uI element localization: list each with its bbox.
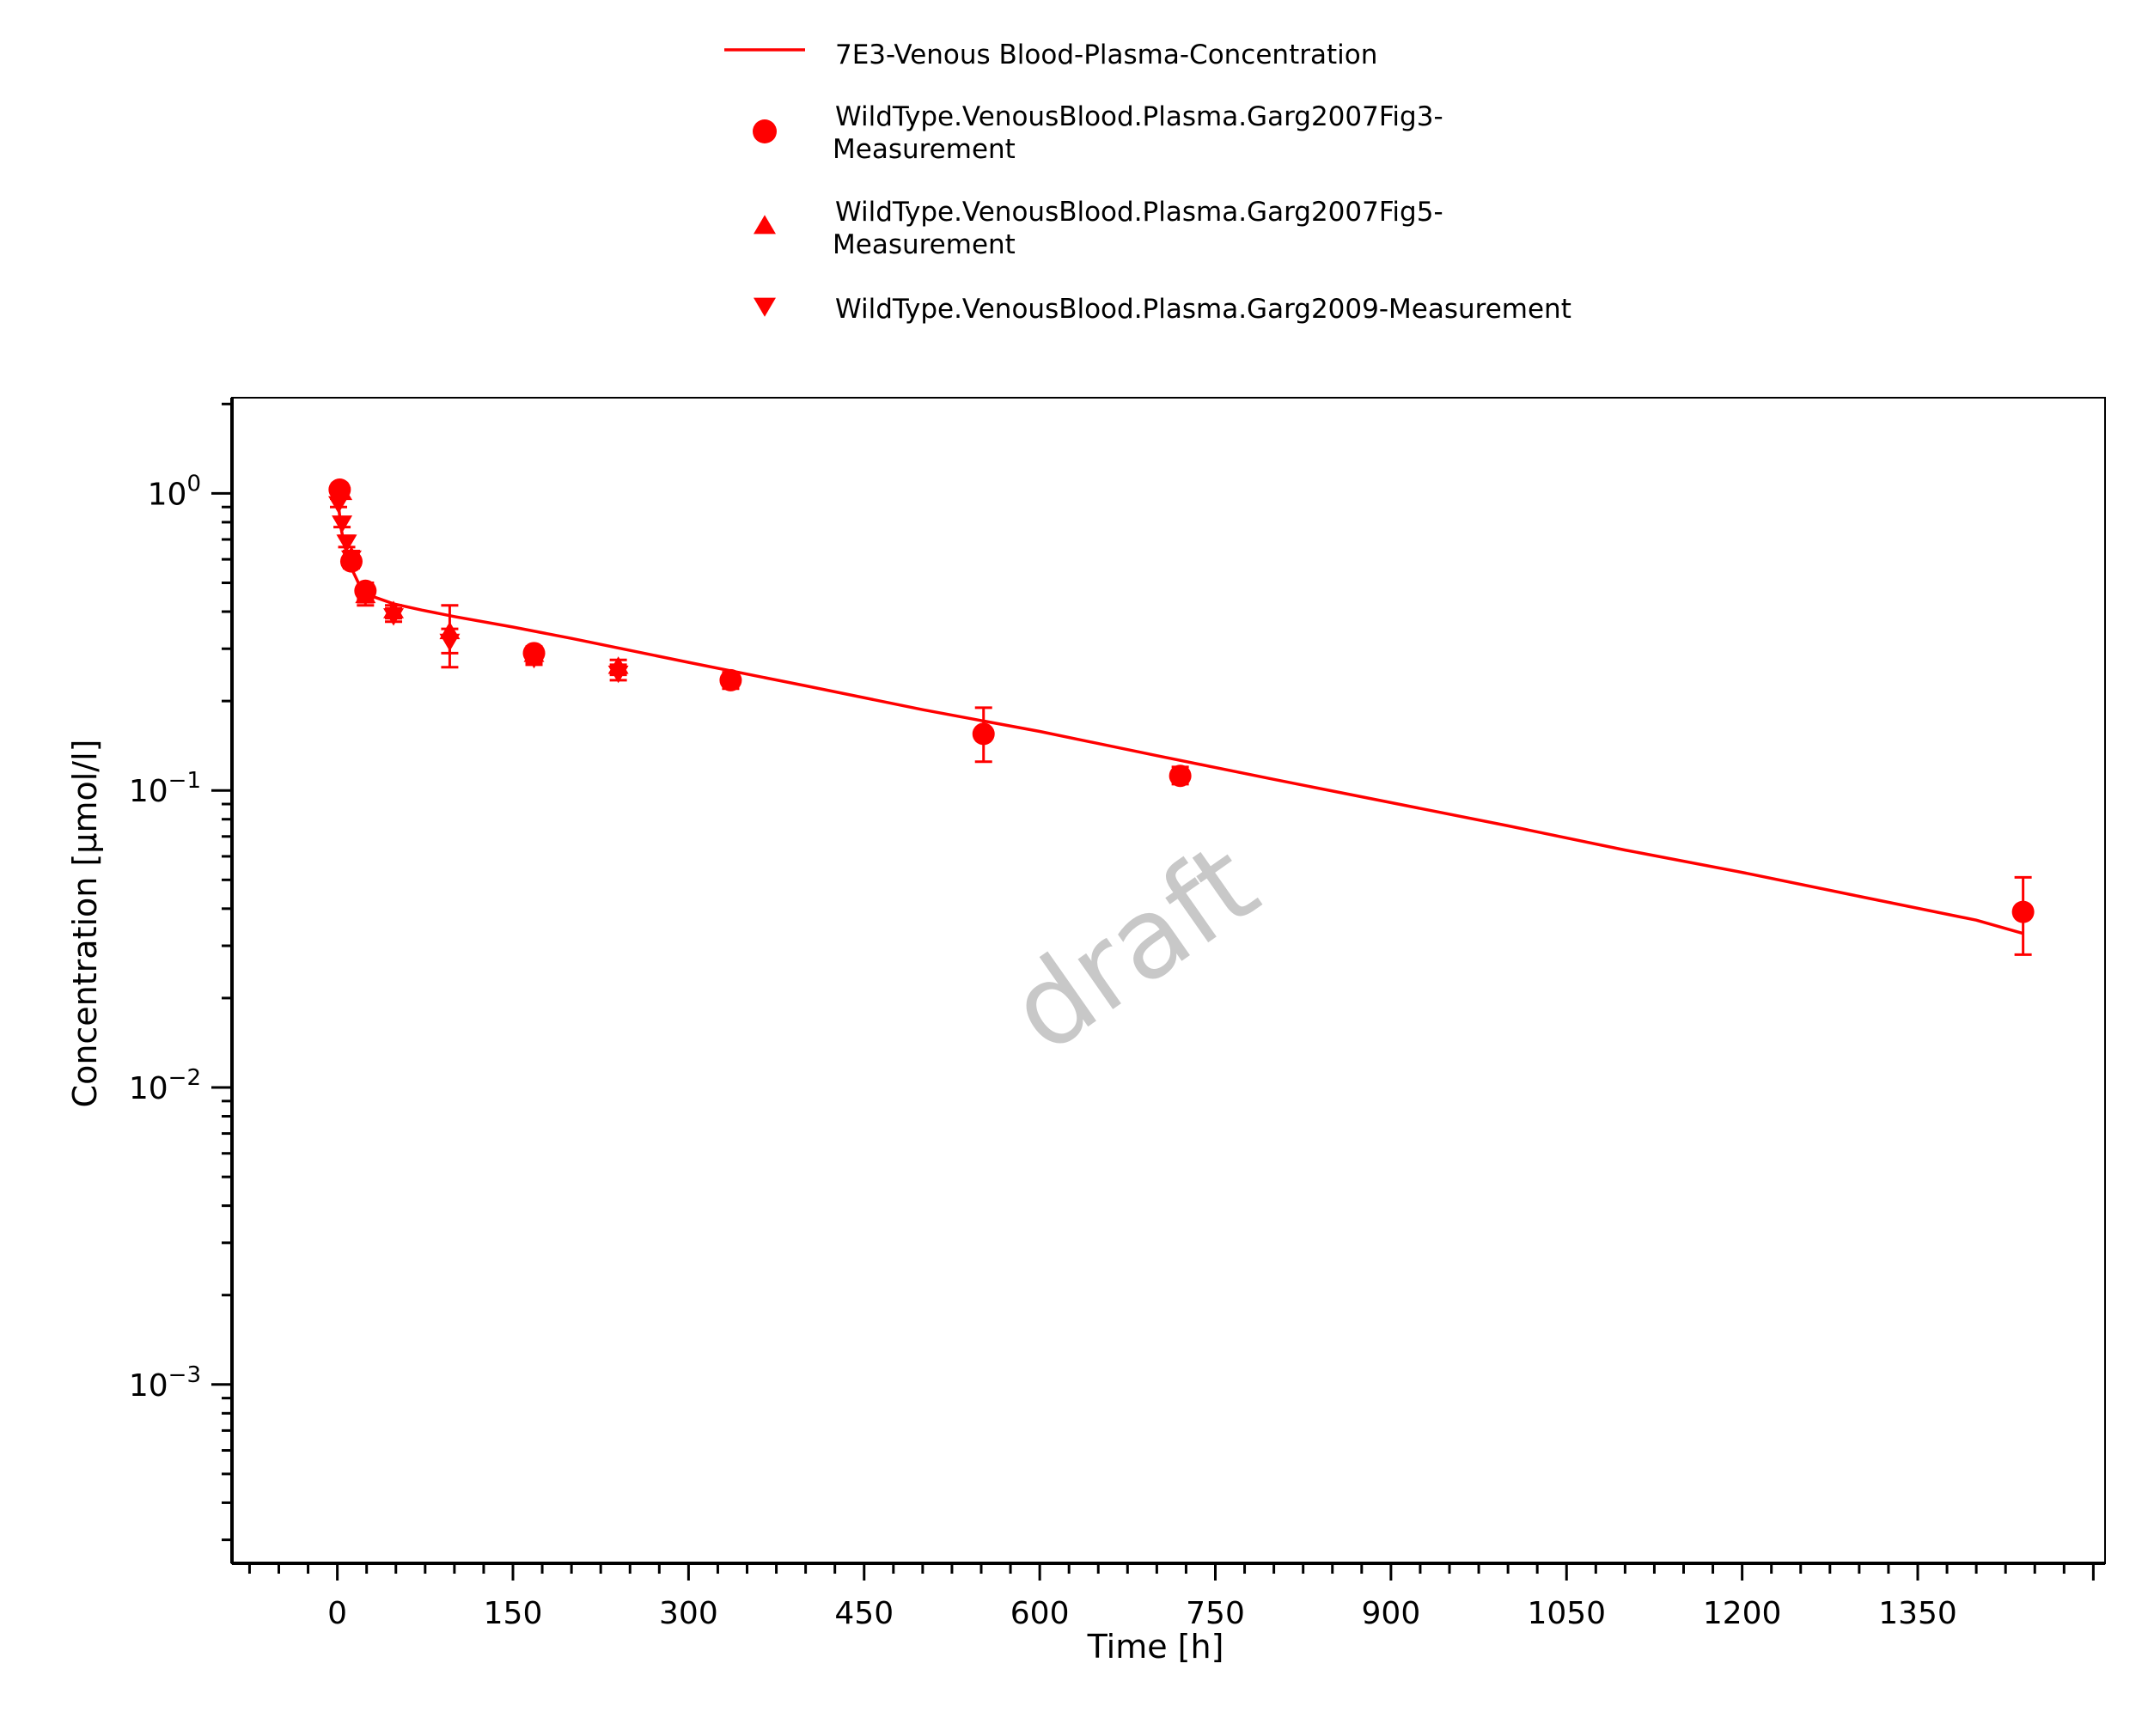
x-tick-label: 150 <box>484 1596 543 1631</box>
x-axis: 0 150 300 450 600 750 900 1050 1200 1350 <box>247 1563 2095 1631</box>
y-tick-label: 10−3 <box>129 1362 201 1404</box>
y-tick-label: 100 <box>148 471 201 512</box>
data-point-triangle-down <box>355 587 376 605</box>
legend-label: WildType.VenousBlood.Plasma.Garg2007Fig3… <box>835 101 1443 132</box>
data-point-triangle-up <box>754 215 776 235</box>
legend-label: Measurement <box>833 229 1016 260</box>
data-point-circle <box>972 722 995 746</box>
data-point-triangle-up <box>332 482 353 501</box>
legend-entry: WildType.VenousBlood.Plasma.Garg2009-Mea… <box>754 294 1571 325</box>
series-triangle-up <box>332 482 629 677</box>
data-point-triangle-down <box>383 608 405 626</box>
x-tick-label: 0 <box>327 1596 347 1631</box>
x-tick-label: 300 <box>659 1596 718 1631</box>
plot-frame <box>230 397 2106 1565</box>
legend-entry: WildType.VenousBlood.Plasma.Garg2007Fig3… <box>753 101 1443 165</box>
data-point-triangle-down <box>336 534 357 552</box>
data-point-triangle-down <box>523 650 545 669</box>
legend-label: Measurement <box>833 134 1016 165</box>
x-axis-title: Time [h] <box>1087 1628 1224 1666</box>
x-tick-label: 600 <box>1010 1596 1070 1631</box>
x-tick-label: 750 <box>1186 1596 1245 1631</box>
y-tick-label: 10−2 <box>129 1065 201 1106</box>
data-point-circle <box>753 119 777 143</box>
x-tick-label: 1200 <box>1703 1596 1782 1631</box>
y-axis-title: Concentration [µmol/l] <box>66 740 104 1108</box>
y-tick-label: 10−1 <box>129 768 201 809</box>
data-point-triangle-down <box>332 515 353 533</box>
y-axis: 100 10−1 10−2 10−3 <box>129 402 232 1542</box>
data-point-triangle-down <box>327 496 349 514</box>
x-tick-label: 1350 <box>1878 1596 1957 1631</box>
legend-entry: WildType.VenousBlood.Plasma.Garg2007Fig5… <box>754 197 1443 260</box>
x-tick-label: 450 <box>834 1596 894 1631</box>
watermark-layer: draft <box>987 818 1280 1077</box>
legend-label: WildType.VenousBlood.Plasma.Garg2009-Mea… <box>835 294 1571 325</box>
data-point-triangle-down <box>340 550 362 569</box>
legend-label: WildType.VenousBlood.Plasma.Garg2007Fig5… <box>835 197 1443 228</box>
data-point-triangle-down <box>607 665 629 684</box>
watermark-draft: draft <box>987 818 1280 1077</box>
data-point-triangle-down <box>439 633 461 652</box>
x-tick-label: 900 <box>1362 1596 1421 1631</box>
legend: 7E3-Venous Blood-Plasma-Concentration Wil… <box>724 40 1571 325</box>
x-tick-label: 1050 <box>1527 1596 1606 1631</box>
series-layer <box>327 478 2035 956</box>
data-point-circle <box>2011 900 2035 923</box>
data-point-circle <box>1169 764 1192 788</box>
legend-label: 7E3-Venous Blood-Plasma-Concentration <box>835 40 1377 70</box>
series-triangle-down <box>327 496 629 684</box>
data-point-triangle-down <box>754 297 776 317</box>
legend-entry: 7E3-Venous Blood-Plasma-Concentration <box>724 40 1377 70</box>
data-point-circle <box>719 668 742 691</box>
